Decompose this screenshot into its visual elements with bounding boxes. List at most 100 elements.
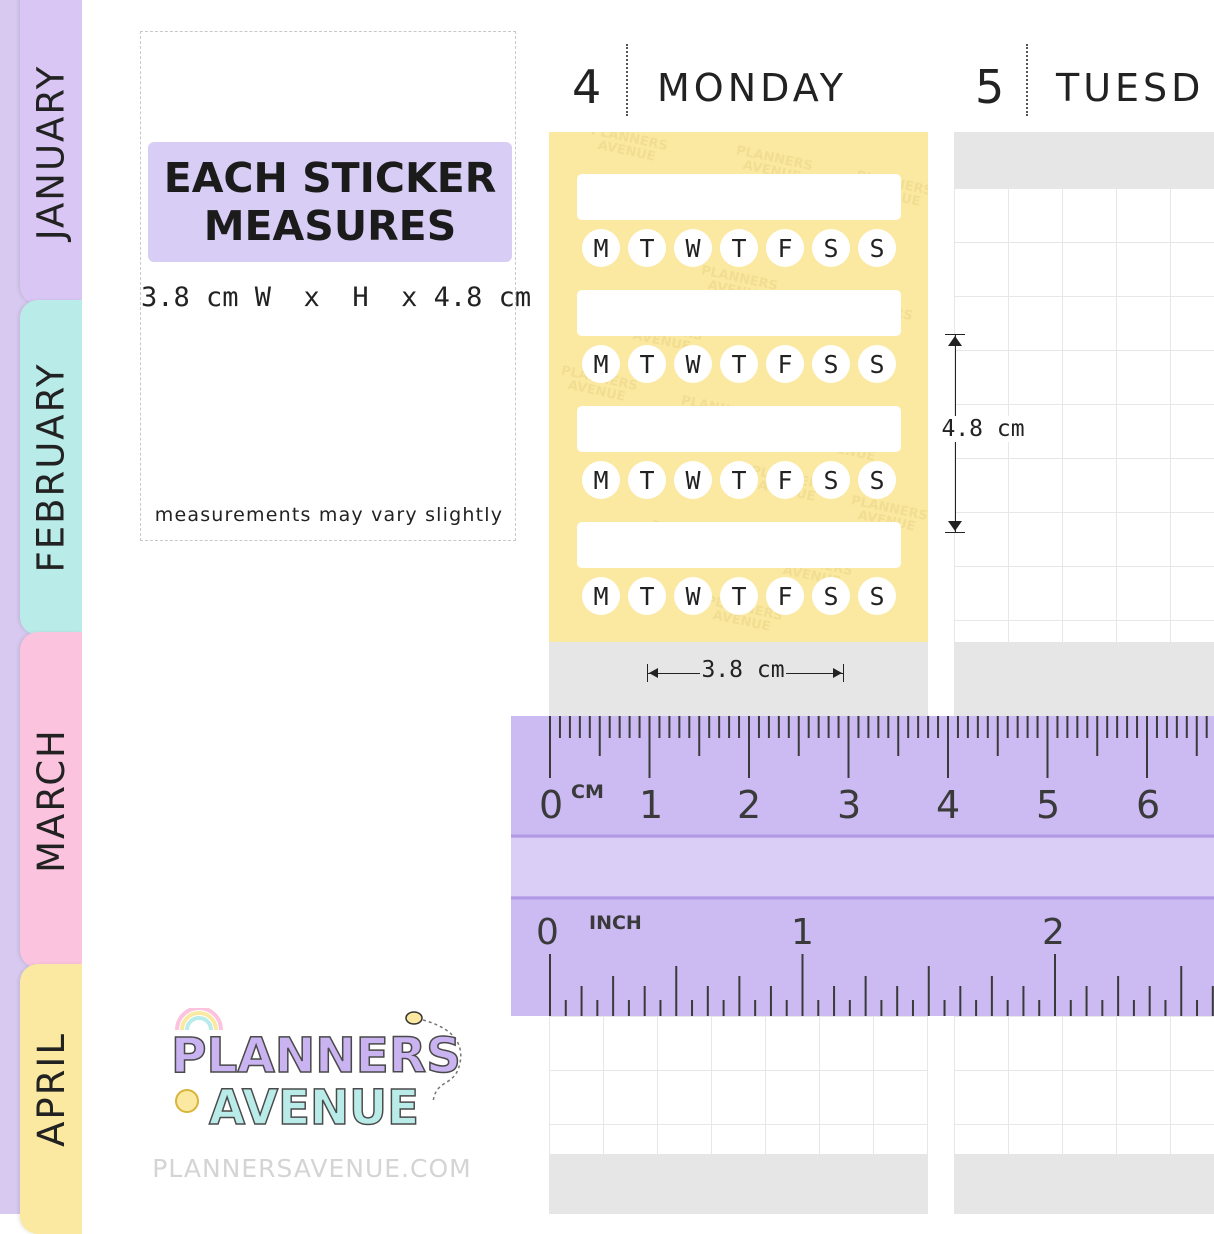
weekday-circle[interactable]: S: [858, 229, 896, 267]
planners-avenue-logo: PLANNERS AVENUE: [165, 1006, 477, 1137]
weekday-circle[interactable]: T: [720, 461, 758, 499]
cm-number: 4: [936, 783, 960, 827]
habit-name-box[interactable]: [577, 522, 901, 568]
day-divider: [1026, 44, 1028, 116]
weekday-circle[interactable]: S: [858, 345, 896, 383]
logo-line1: PLANNERS: [171, 1028, 461, 1084]
habit-name-box[interactable]: [577, 290, 901, 336]
inch-number: 0: [536, 912, 559, 953]
logo-graphic: PLANNERS AVENUE: [170, 1006, 462, 1137]
width-left-tick: [647, 664, 648, 682]
tab-february[interactable]: FEBRUARY: [20, 300, 82, 635]
weekday-circle[interactable]: T: [628, 577, 666, 615]
size-disclaimer: measurements may vary slightly: [154, 504, 504, 526]
sticker-size-card: EACH STICKER MEASURES 3.8 cm W x H x 4.8…: [140, 31, 532, 541]
height-bottom-tick: [945, 532, 965, 533]
bee-icon: [405, 1011, 423, 1025]
cm-number: 2: [737, 783, 761, 827]
weekday-circle[interactable]: T: [720, 345, 758, 383]
inch-number: 2: [1042, 912, 1065, 953]
tuesday-header-bar: [954, 132, 1214, 188]
day-number-monday: 4: [572, 60, 602, 114]
weekday-circle[interactable]: W: [674, 461, 712, 499]
tab-april-label: APRIL: [29, 1031, 73, 1147]
size-heading: EACH STICKER MEASURES: [163, 154, 497, 250]
tab-january[interactable]: JANUARY: [20, 0, 82, 304]
cm-number: 1: [639, 783, 663, 827]
inch-unit-label: INCH: [589, 912, 642, 934]
size-heading-box: EACH STICKER MEASURES: [148, 142, 512, 262]
inch-tick-marks: [549, 954, 1214, 1016]
tuesday-grid-bottom: [954, 1016, 1214, 1154]
logo-line2: AVENUE: [209, 1080, 419, 1136]
tab-march[interactable]: MARCH: [20, 632, 82, 968]
weekday-row: M T W T F S S: [582, 577, 902, 619]
tuesday-footer-bar: [954, 642, 1214, 716]
ruler[interactable]: 0 CM 1 2 3 4 5 6 0 INCH 1 2: [511, 716, 1214, 1016]
height-label: 4.8 cm: [935, 416, 1031, 442]
arrow-left-icon: [649, 668, 658, 678]
day-name-monday: MONDAY: [657, 66, 847, 110]
size-dimensions: 3.8 cm W x H x 4.8 cm: [141, 282, 532, 313]
cm-number: 5: [1036, 783, 1060, 827]
tab-february-label: FEBRUARY: [29, 362, 73, 573]
weekday-circle[interactable]: F: [766, 229, 804, 267]
habit-name-box[interactable]: [577, 406, 901, 452]
weekday-circle[interactable]: S: [812, 229, 850, 267]
weekday-circle[interactable]: M: [582, 461, 620, 499]
rainbow-icon: [180, 1011, 218, 1031]
width-label: 3.8 cm: [700, 657, 786, 683]
weekday-circle[interactable]: T: [720, 229, 758, 267]
habit-tracker-sticker: PLANNERS AVENUE PLANNERS AVENUE PLANNERS…: [549, 132, 928, 642]
day-number-tuesday: 5: [975, 60, 1005, 114]
ruler-body: [511, 716, 1214, 1016]
arrow-right-icon: [833, 668, 842, 678]
month-tab-strip: JANUARY FEBRUARY MARCH APRIL: [0, 0, 82, 1234]
watermark: PLANNERS AVENUE: [589, 132, 669, 165]
ruler-center-band: [511, 838, 1214, 896]
weekday-circle[interactable]: S: [858, 577, 896, 615]
arrow-up-icon: [948, 336, 962, 346]
weekday-circle[interactable]: M: [582, 577, 620, 615]
tuesday-bottom-bar: [954, 1154, 1214, 1214]
sun-icon: [175, 1089, 199, 1113]
cm-tick-marks: [549, 716, 1208, 778]
day-divider: [626, 44, 628, 116]
rainbow-icon: [175, 1006, 223, 1031]
monday-bottom-bar: [549, 1154, 928, 1214]
weekday-circle[interactable]: S: [812, 461, 850, 499]
weekday-row: M T W T F S S: [582, 461, 902, 503]
weekday-circle[interactable]: S: [812, 345, 850, 383]
weekday-circle[interactable]: T: [628, 345, 666, 383]
weekday-circle[interactable]: T: [720, 577, 758, 615]
weekday-circle[interactable]: S: [858, 461, 896, 499]
tuesday-grid: [954, 188, 1214, 642]
weekday-circle[interactable]: S: [812, 577, 850, 615]
weekday-row: M T W T F S S: [582, 345, 902, 387]
tab-march-label: MARCH: [29, 727, 73, 873]
weekday-circle[interactable]: T: [628, 461, 666, 499]
inch-number: 1: [791, 912, 814, 953]
weekday-circle[interactable]: W: [674, 577, 712, 615]
weekday-circle[interactable]: M: [582, 229, 620, 267]
tab-january-label: JANUARY: [29, 64, 73, 240]
weekday-row: M T W T F S S: [582, 229, 902, 271]
weekday-circle[interactable]: W: [674, 345, 712, 383]
habit-name-box[interactable]: [577, 174, 901, 220]
bee-trail: [422, 1019, 462, 1104]
width-right-tick: [843, 664, 844, 682]
rainbow-icon: [185, 1016, 213, 1031]
weekday-circle[interactable]: W: [674, 229, 712, 267]
weekday-circle[interactable]: T: [628, 229, 666, 267]
weekday-circle[interactable]: F: [766, 577, 804, 615]
website-url[interactable]: PLANNERSAVENUE.COM: [152, 1154, 472, 1183]
height-top-tick: [945, 334, 965, 335]
weekday-circle[interactable]: F: [766, 461, 804, 499]
weekday-circle[interactable]: M: [582, 345, 620, 383]
weekday-circle[interactable]: F: [766, 345, 804, 383]
cm-number: 3: [837, 783, 861, 827]
cm-number: 0: [539, 783, 563, 827]
cm-number: 6: [1136, 783, 1160, 827]
tab-april[interactable]: APRIL: [20, 964, 82, 1234]
arrow-down-icon: [948, 521, 962, 531]
